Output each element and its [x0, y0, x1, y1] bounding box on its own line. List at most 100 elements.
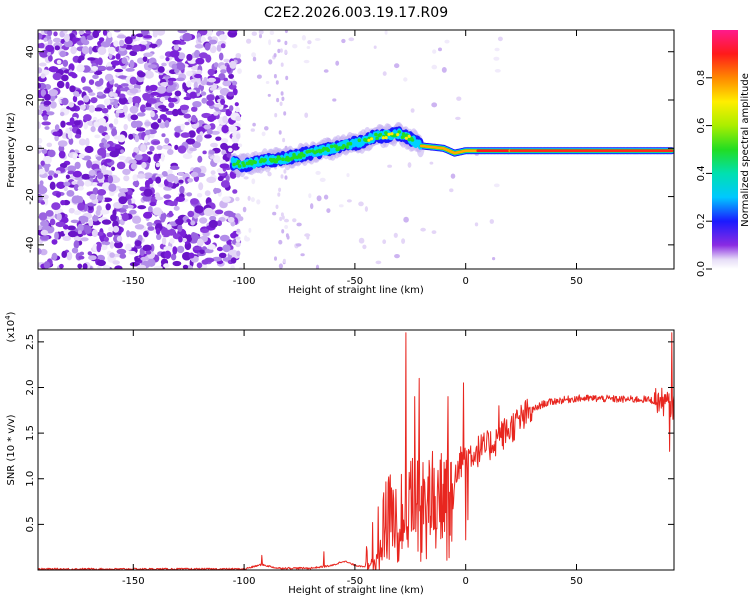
- ridge-mark: [329, 144, 334, 149]
- noise-blob: [235, 241, 241, 248]
- noise-blob: [222, 244, 231, 253]
- spectrogram-axes: -150 -100 -50 0 50 -40 -20 0 20 40: [25, 30, 674, 287]
- noise-blob: [145, 250, 152, 255]
- noise-blob: [40, 160, 45, 166]
- noise-blob: [195, 57, 205, 65]
- noise-blob: [373, 45, 377, 49]
- noise-blob: [228, 147, 233, 153]
- noise-blob: [66, 190, 75, 197]
- noise-blob: [83, 95, 90, 103]
- noise-blob: [77, 263, 83, 269]
- noise-blob: [113, 201, 123, 209]
- ridge-mark: [345, 145, 349, 149]
- noise-blob: [165, 57, 170, 62]
- noise-blob: [228, 125, 238, 133]
- noise-blob: [174, 131, 180, 138]
- noise-blob: [227, 216, 235, 223]
- ridge-mark: [295, 155, 300, 160]
- noise-blob: [157, 183, 165, 188]
- noise-blob: [91, 229, 98, 238]
- noise-blob: [97, 46, 107, 55]
- noise-blob: [160, 82, 170, 87]
- noise-blob: [177, 52, 186, 60]
- noise-blob: [123, 123, 128, 131]
- noise-blob: [73, 91, 80, 97]
- noise-blob: [338, 204, 344, 208]
- noise-blob: [107, 46, 116, 55]
- noise-blob: [143, 52, 154, 58]
- noise-blob: [279, 216, 283, 222]
- noise-blob: [44, 93, 51, 101]
- noise-blob: [187, 178, 194, 183]
- noise-blob: [192, 101, 202, 108]
- noise-blob: [160, 213, 167, 219]
- colorbar-tick-label: 0.8: [696, 70, 707, 86]
- noise-blob: [54, 124, 60, 132]
- noise-blob: [175, 62, 186, 71]
- noise-blob: [332, 98, 337, 102]
- noise-blob: [335, 60, 340, 66]
- noise-blob: [109, 150, 119, 158]
- noise-blob: [208, 39, 218, 45]
- noise-blob: [161, 237, 167, 245]
- noise-blob: [48, 89, 58, 97]
- noise-blob: [186, 192, 193, 197]
- noise-blob: [43, 37, 48, 43]
- noise-blob: [96, 65, 107, 71]
- noise-blob: [348, 37, 355, 42]
- ridge-mark: [357, 138, 362, 143]
- noise-blob: [170, 253, 177, 261]
- noise-blob: [202, 150, 207, 155]
- noise-blob: [247, 195, 251, 201]
- noise-blob: [121, 212, 129, 222]
- noise-blob: [87, 57, 96, 61]
- noise-blob: [52, 72, 62, 81]
- noise-blob: [190, 78, 196, 83]
- noise-blob: [110, 214, 117, 222]
- colorbar-tick-label: 0.6: [696, 118, 707, 134]
- noise-blob: [109, 241, 115, 249]
- noise-blob: [307, 40, 312, 45]
- noise-blob: [382, 239, 387, 244]
- noise-blob: [268, 59, 273, 65]
- noise-blob: [60, 74, 69, 82]
- noise-blob: [116, 235, 123, 242]
- noise-blob: [429, 161, 434, 165]
- noise-blob: [149, 183, 154, 187]
- noise-blob: [167, 149, 174, 155]
- noise-blob: [194, 73, 202, 79]
- ridge-mark: [277, 156, 282, 161]
- ridge-mark: [348, 141, 353, 146]
- noise-blob: [122, 168, 131, 175]
- noise-blob: [229, 60, 237, 69]
- noise-blob: [38, 32, 43, 40]
- noise-blob: [62, 59, 69, 67]
- noise-blob: [189, 91, 197, 99]
- noise-blob: [144, 121, 152, 126]
- noise-blob: [194, 205, 204, 214]
- snr-frame: [37, 329, 675, 571]
- noise-blob: [183, 113, 191, 119]
- noise-blob: [54, 45, 60, 51]
- noise-blob: [81, 46, 90, 55]
- noise-blob: [132, 180, 140, 187]
- noise-blob: [222, 81, 232, 87]
- colorbar-tick-label: 0.4: [696, 165, 707, 181]
- ridge-mark: [334, 144, 338, 149]
- noise-blob: [92, 215, 99, 222]
- noise-blob: [87, 251, 93, 256]
- noise-blob: [127, 113, 133, 122]
- noise-blob: [394, 63, 400, 69]
- noise-blob: [168, 102, 175, 109]
- colorbar-gradient: [712, 30, 738, 269]
- noise-blob: [284, 40, 288, 46]
- noise-blob: [236, 250, 241, 257]
- noise-blob: [182, 82, 187, 90]
- noise-blob: [220, 98, 226, 105]
- noise-blob: [131, 44, 142, 52]
- noise-blob: [199, 52, 208, 59]
- noise-blob: [49, 218, 56, 226]
- snr-multiplier: (x104): [4, 311, 17, 342]
- noise-blob: [71, 247, 79, 254]
- noise-blob: [431, 230, 437, 235]
